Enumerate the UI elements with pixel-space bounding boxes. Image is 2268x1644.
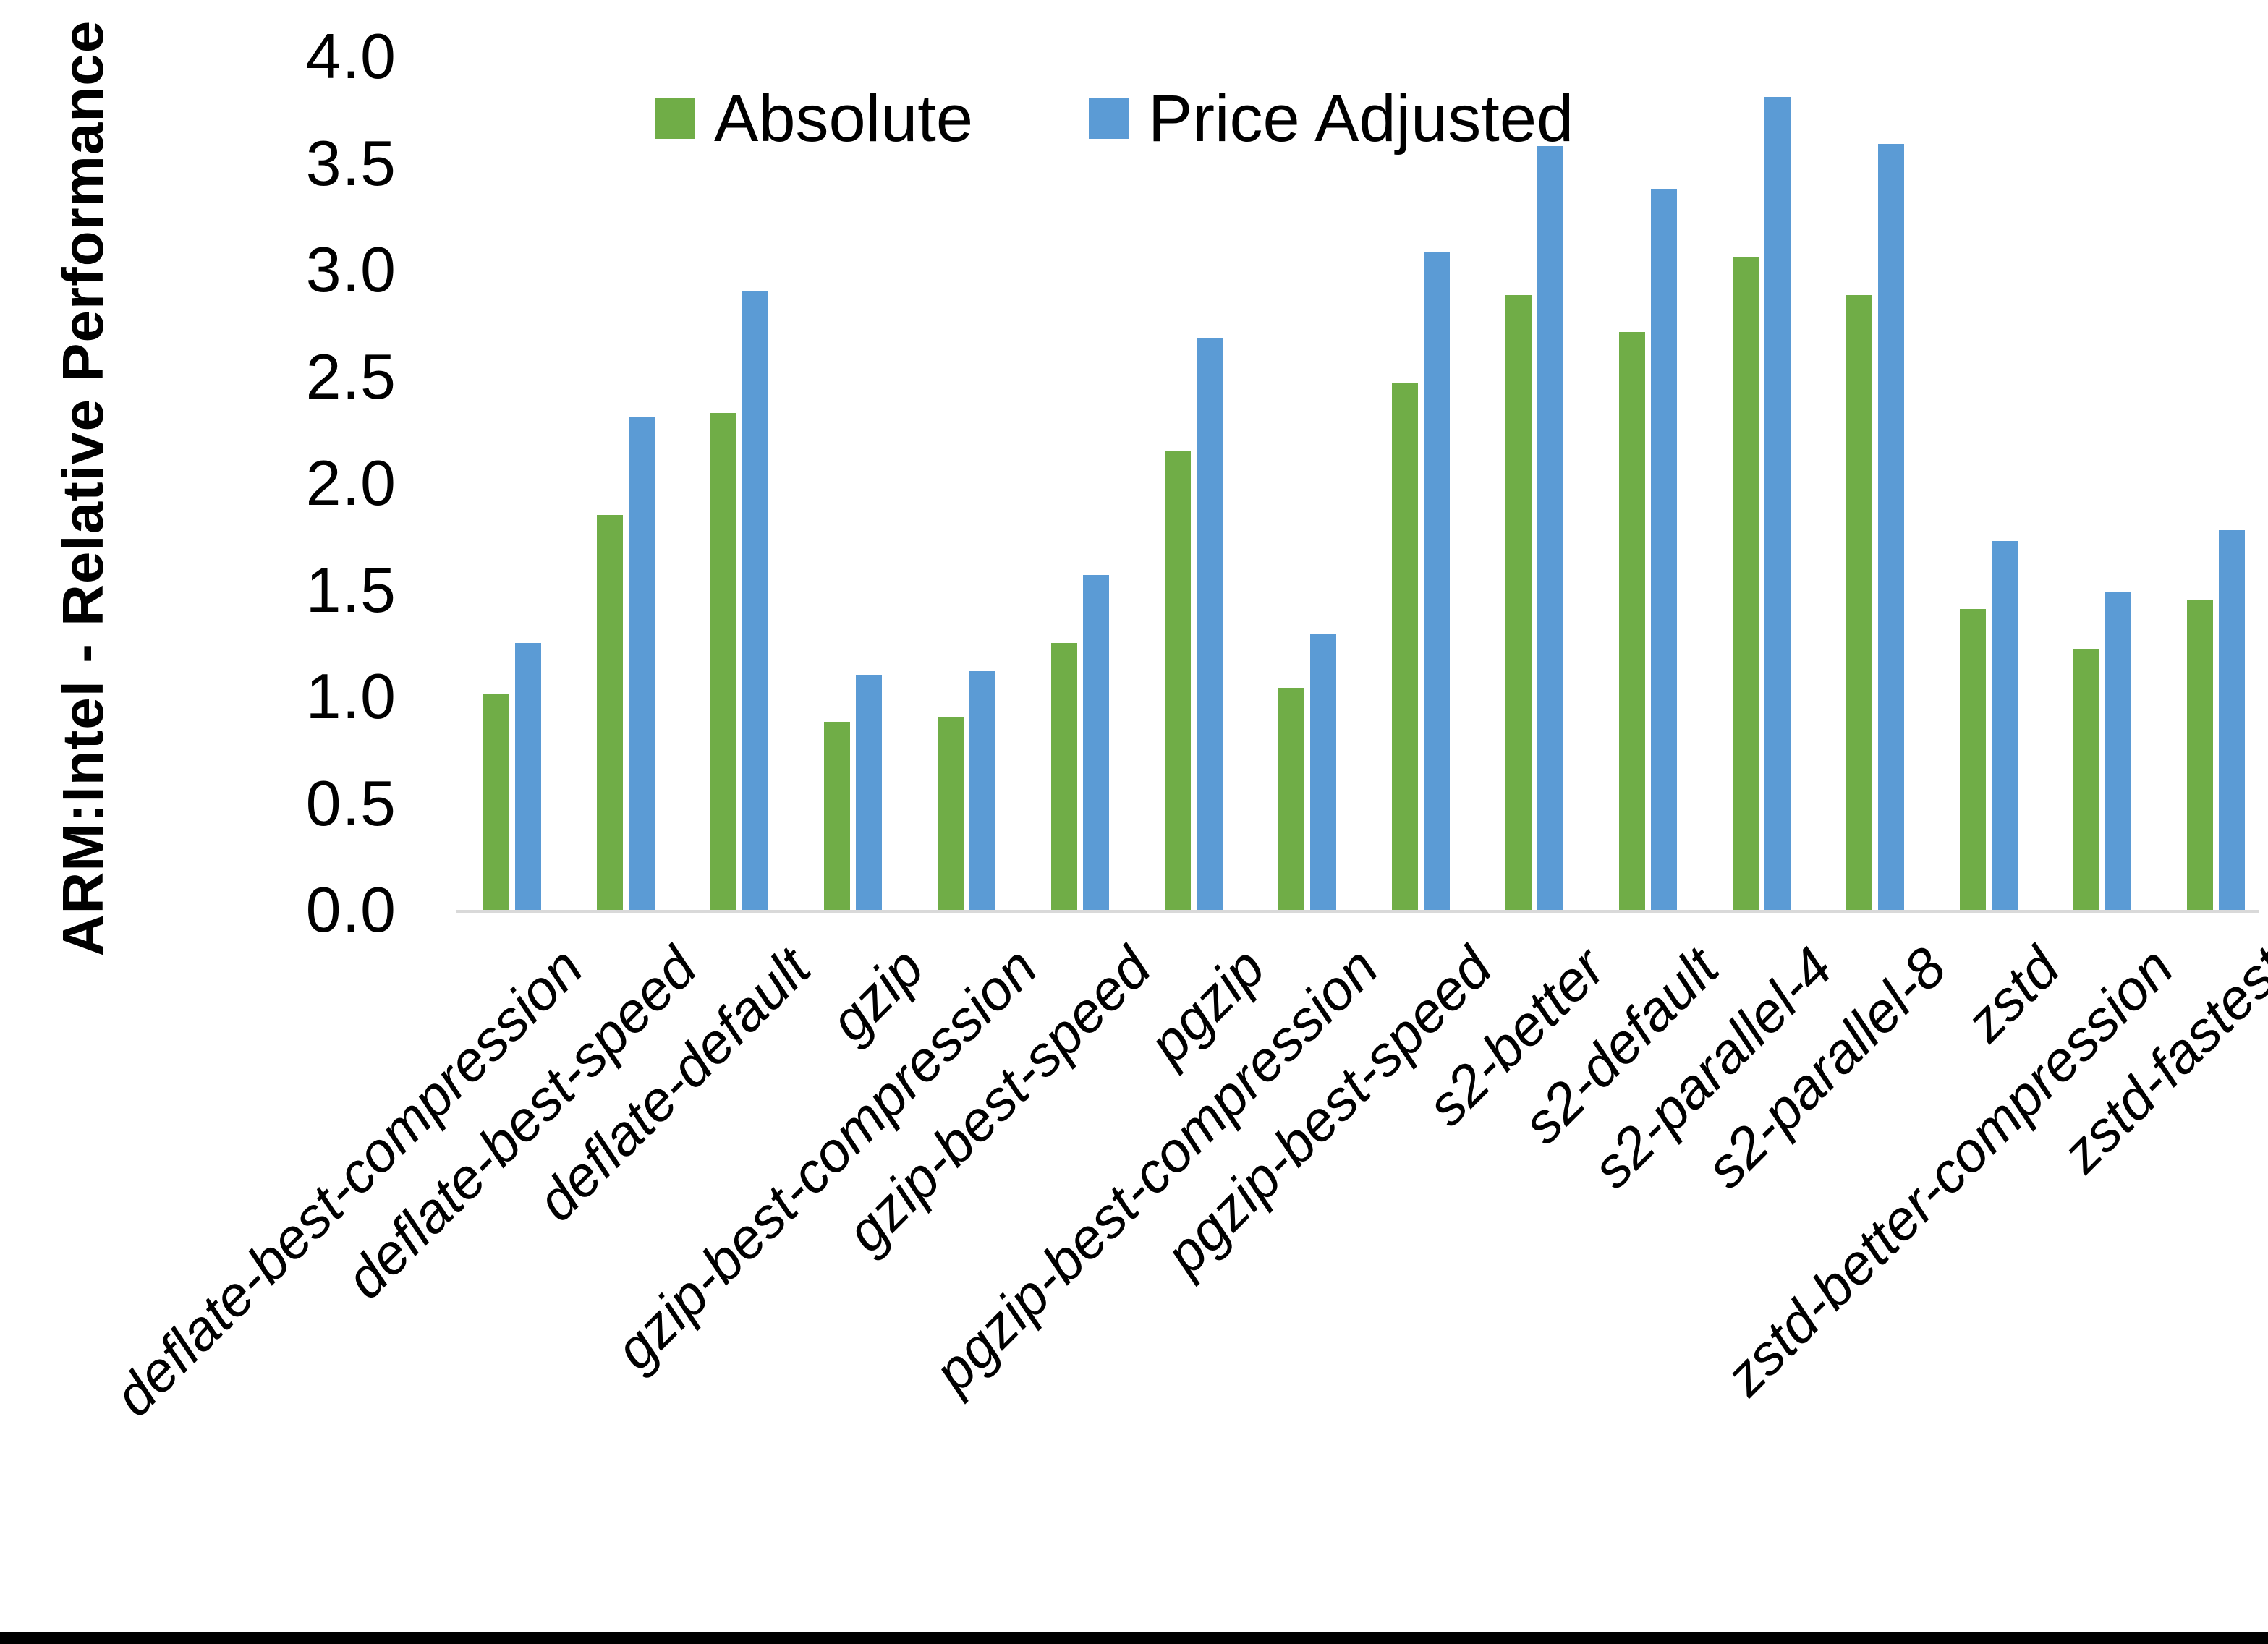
bar-absolute-s2-default xyxy=(1619,332,1645,910)
bar-absolute-zstd-better-compression xyxy=(2073,649,2099,910)
legend: Absolute Price Adjusted xyxy=(655,85,1573,152)
bar-absolute-s2-better xyxy=(1505,295,1532,910)
y-tick-label: 2.0 xyxy=(305,447,396,519)
y-tick-label: 0.0 xyxy=(305,874,396,945)
bar-absolute-pgzip xyxy=(1165,451,1191,910)
bar-price-adjusted-deflate-default xyxy=(742,291,768,910)
bar-price-adjusted-s2-better xyxy=(1537,146,1563,910)
y-tick-label: 0.5 xyxy=(305,767,396,839)
x-axis-line xyxy=(456,910,2259,913)
bar-price-adjusted-gzip xyxy=(856,675,882,910)
legend-item-absolute: Absolute xyxy=(655,85,973,152)
bar-price-adjusted-zstd xyxy=(1992,541,2018,910)
bar-price-adjusted-pgzip-best-compression xyxy=(1310,634,1336,910)
bar-absolute-pgzip-best-compression xyxy=(1278,688,1304,910)
price-adjusted-series-swatch xyxy=(1089,98,1130,139)
y-tick-label: 2.5 xyxy=(305,340,396,412)
y-tick-label: 1.0 xyxy=(305,660,396,732)
y-tick-label: 1.5 xyxy=(305,553,396,626)
bar-absolute-gzip xyxy=(824,722,850,910)
bar-absolute-zstd xyxy=(1960,609,1986,910)
y-tick-label: 4.0 xyxy=(305,20,396,92)
bar-absolute-gzip-best-speed xyxy=(1051,643,1077,910)
price-adjusted-series-label: Price Adjusted xyxy=(1148,82,1574,156)
bar-price-adjusted-deflate-best-compression xyxy=(515,643,541,910)
bar-price-adjusted-deflate-best-speed xyxy=(629,417,655,910)
absolute-series-label: Absolute xyxy=(714,82,974,156)
bar-price-adjusted-pgzip xyxy=(1197,338,1223,910)
bar-absolute-s2-parallel-8 xyxy=(1846,295,1872,910)
bar-price-adjusted-pgzip-best-speed xyxy=(1424,252,1450,910)
bar-absolute-gzip-best-compression xyxy=(938,717,964,910)
bar-absolute-deflate-best-speed xyxy=(597,515,623,910)
bar-price-adjusted-zstd-better-compression xyxy=(2105,592,2131,910)
bar-price-adjusted-gzip-best-compression xyxy=(969,671,995,910)
bar-price-adjusted-zstd-fastest xyxy=(2219,530,2245,910)
absolute-series-swatch xyxy=(655,98,695,139)
bar-absolute-s2-parallel-4 xyxy=(1733,257,1759,910)
bar-absolute-deflate-default xyxy=(710,413,736,910)
legend-item-price-adjusted: Price Adjusted xyxy=(1089,85,1573,152)
y-tick-label: 3.0 xyxy=(305,234,396,305)
bar-price-adjusted-s2-parallel-8 xyxy=(1878,144,1904,910)
bar-absolute-pgzip-best-speed xyxy=(1392,383,1418,910)
bar-absolute-zstd-fastest xyxy=(2187,600,2213,910)
bottom-border xyxy=(0,1632,2268,1644)
bar-absolute-deflate-best-compression xyxy=(483,694,509,910)
bar-price-adjusted-s2-parallel-4 xyxy=(1764,97,1791,910)
bar-price-adjusted-gzip-best-speed xyxy=(1083,575,1109,910)
y-tick-label: 3.5 xyxy=(305,127,396,199)
bar-price-adjusted-s2-default xyxy=(1651,189,1677,910)
